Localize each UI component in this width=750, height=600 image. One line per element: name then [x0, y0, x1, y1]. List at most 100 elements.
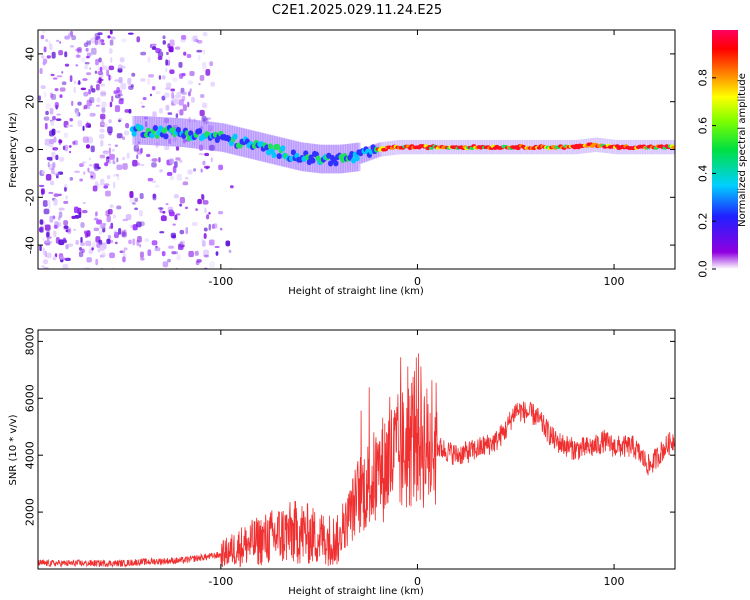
noise-cell — [129, 191, 134, 199]
noise-cell — [85, 240, 92, 247]
noise-cell — [101, 101, 107, 108]
noise-cell — [103, 123, 108, 128]
noise-cell — [225, 240, 231, 247]
noise-cell — [45, 39, 49, 42]
noise-cell — [132, 238, 136, 246]
noise-cell — [166, 51, 169, 56]
noise-cell — [189, 88, 192, 93]
noise-cell — [119, 57, 125, 63]
noise-cell — [205, 68, 211, 76]
snr-frame — [37, 329, 676, 570]
noise-cell — [116, 164, 123, 170]
noise-cell — [112, 161, 116, 165]
noise-cell — [89, 67, 92, 70]
noise-cell — [108, 74, 111, 81]
noise-cell — [43, 46, 47, 53]
noise-cell — [174, 46, 181, 50]
noise-cell — [43, 91, 47, 98]
noise-cell — [132, 202, 136, 205]
noise-cell — [201, 237, 204, 245]
ridge-cell — [138, 124, 144, 131]
noise-cell — [150, 43, 157, 46]
noise-cell — [99, 134, 105, 140]
spectrogram-ytick-label: 20 — [24, 95, 37, 109]
noise-cell — [82, 125, 85, 131]
noise-cell — [128, 108, 132, 114]
noise-cell — [97, 248, 101, 253]
ridge-halo — [233, 126, 238, 156]
noise-cell — [181, 95, 186, 101]
noise-cell — [139, 193, 144, 200]
noise-cell — [104, 162, 109, 167]
ridge-halo — [283, 138, 288, 168]
noise-cell — [208, 239, 215, 246]
noise-cell — [91, 88, 96, 93]
noise-cell — [184, 176, 189, 180]
noise-cell — [149, 93, 153, 97]
noise-cell — [94, 38, 98, 46]
noise-cell — [124, 229, 127, 237]
noise-cell — [172, 77, 178, 83]
noise-cell — [130, 224, 133, 229]
noise-cell — [83, 91, 89, 97]
noise-cell — [114, 79, 120, 82]
noise-cell — [73, 228, 77, 231]
colorbar-gradient — [712, 30, 738, 269]
noise-cell — [210, 157, 213, 163]
noise-cell — [187, 80, 193, 85]
noise-cell — [168, 138, 172, 145]
noise-cell — [55, 118, 62, 121]
noise-cell — [123, 130, 130, 136]
noise-cell — [63, 200, 69, 204]
noise-cell — [92, 185, 98, 192]
noise-cell — [158, 75, 162, 80]
noise-cell — [101, 61, 104, 67]
noise-cell — [122, 136, 126, 140]
noise-cell — [175, 146, 180, 151]
noise-cell — [198, 82, 201, 86]
noise-cell — [194, 38, 199, 43]
spectrogram-ytick-label: -40 — [24, 236, 37, 254]
ridge-halo — [198, 120, 203, 150]
noise-cell — [39, 245, 42, 252]
noise-cell — [172, 165, 177, 173]
noise-cell — [90, 145, 95, 153]
noise-cell — [135, 143, 139, 149]
noise-cell — [106, 175, 111, 180]
noise-cell — [86, 257, 92, 263]
ridge-halo — [297, 141, 302, 171]
noise-cell — [45, 103, 52, 110]
noise-cell — [147, 249, 152, 257]
noise-cell — [128, 239, 132, 245]
noise-cell — [59, 87, 66, 92]
noise-cell — [154, 247, 161, 252]
noise-cell — [78, 80, 81, 85]
noise-cell — [114, 144, 119, 147]
noise-cell — [56, 173, 59, 179]
noise-cell — [90, 37, 97, 44]
noise-cell — [97, 38, 102, 45]
colorbar-tick-label: 0.6 — [697, 117, 710, 135]
noise-cell — [151, 158, 158, 162]
noise-cell — [46, 237, 50, 244]
noise-cell — [40, 34, 45, 40]
noise-cell — [172, 223, 176, 226]
noise-cell — [83, 230, 89, 235]
noise-cell — [95, 58, 99, 66]
noise-cell — [187, 169, 193, 175]
noise-cell — [79, 163, 84, 168]
noise-cell — [88, 88, 91, 95]
ridge-halo — [351, 143, 356, 172]
noise-cell — [50, 180, 55, 186]
ridge-halo — [288, 139, 293, 169]
noise-cell — [44, 250, 47, 258]
noise-cell — [158, 157, 161, 163]
noise-cell — [98, 57, 102, 63]
noise-cell — [202, 160, 206, 166]
noise-cell — [164, 117, 169, 124]
noise-cell — [152, 111, 157, 117]
snr-ytick-label: 2000 — [24, 498, 37, 526]
noise-cell — [122, 256, 126, 263]
noise-cell — [151, 240, 158, 246]
noise-cell — [136, 221, 142, 228]
